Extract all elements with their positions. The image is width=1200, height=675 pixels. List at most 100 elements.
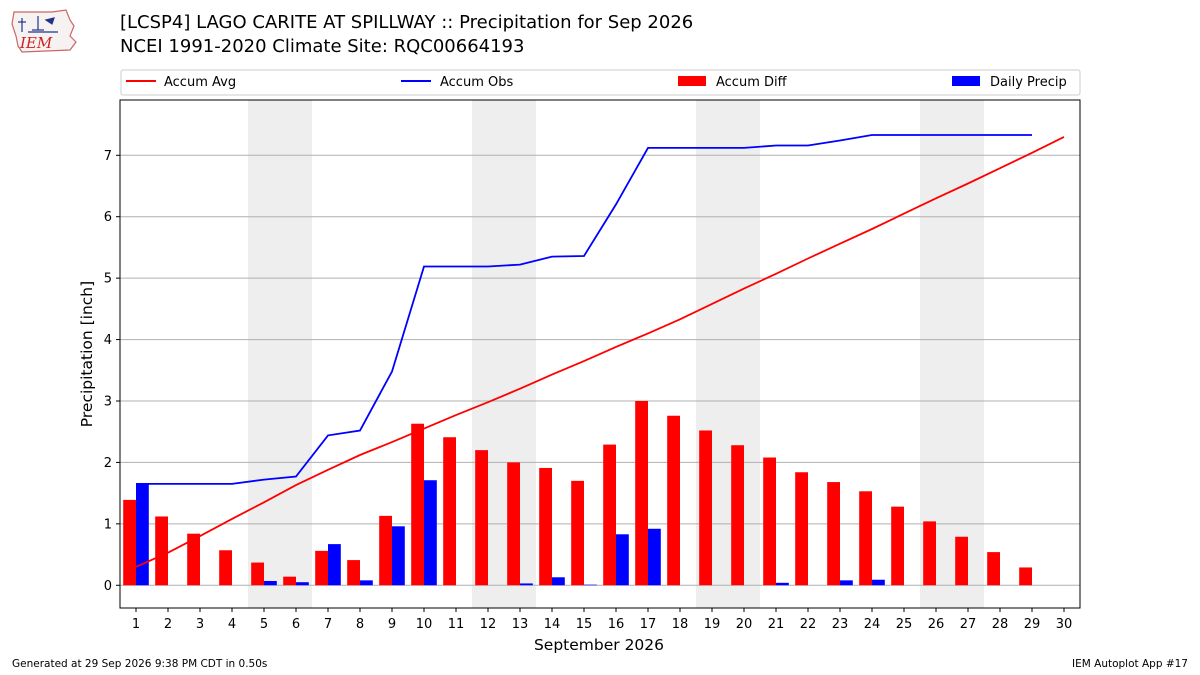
- daily-precip-bar: [584, 584, 597, 586]
- daily-precip-bar: [360, 580, 373, 586]
- accum-diff-bar: [1019, 567, 1032, 586]
- x-tick-label: 4: [228, 617, 236, 632]
- accum-diff-bar: [987, 552, 1000, 586]
- accum-diff-bar: [667, 415, 680, 586]
- y-tick-label: 0: [104, 579, 112, 594]
- x-tick-label: 23: [832, 617, 849, 632]
- accum-diff-bar: [315, 550, 328, 586]
- x-tick-label: 27: [960, 617, 977, 632]
- accum-diff-bar: [411, 423, 424, 586]
- accum-diff-bar: [571, 480, 584, 586]
- x-tick-label: 19: [704, 617, 721, 632]
- x-tick-label: 8: [356, 617, 364, 632]
- x-tick-label: 17: [640, 617, 657, 632]
- accum-diff-bar: [155, 516, 168, 586]
- daily-precip-bar: [264, 580, 277, 586]
- accum-diff-bar: [859, 491, 872, 586]
- accum-diff-bar: [763, 457, 776, 586]
- x-tick-label: 26: [928, 617, 945, 632]
- x-tick-label: 22: [800, 617, 817, 632]
- accum-diff-bar: [475, 450, 488, 586]
- legend-item-accum-obs: Accum Obs: [401, 75, 513, 90]
- daily-precip-bar: [552, 577, 565, 586]
- accum-diff-bar: [123, 499, 136, 586]
- daily-precip-bar: [296, 582, 309, 586]
- weekend-band-27: [952, 100, 984, 608]
- x-tick-label: 28: [992, 617, 1009, 632]
- y-axis-label: Precipitation [inch]: [78, 281, 96, 427]
- x-tick-label: 1: [132, 617, 140, 632]
- accum-diff-bar: [891, 506, 904, 586]
- weekend-shading: [248, 100, 984, 608]
- accum-diff-bar: [219, 550, 232, 586]
- legend-swatch-daily-precip: [952, 76, 980, 86]
- autoplot-app-label: IEM Autoplot App #17: [1072, 658, 1188, 670]
- weekend-band-5: [248, 100, 280, 608]
- bar-series: [123, 400, 1032, 586]
- legend-label-accum-avg: Accum Avg: [164, 75, 236, 90]
- accum-diff-bar: [251, 562, 264, 586]
- x-tick-label: 15: [576, 617, 593, 632]
- daily-precip-bar: [328, 544, 341, 586]
- daily-precip-bar: [616, 534, 629, 586]
- accum-diff-bar: [827, 482, 840, 586]
- legend-item-daily-precip: Daily Precip: [952, 75, 1067, 90]
- accum-avg-line: [135, 136, 1065, 568]
- daily-precip-bar: [840, 580, 853, 586]
- accum-diff-bar: [283, 576, 296, 586]
- accum-diff-bar: [187, 533, 200, 586]
- x-tick-label: 14: [544, 617, 561, 632]
- x-tick-label: 5: [260, 617, 268, 632]
- legend-label-daily-precip: Daily Precip: [990, 75, 1067, 90]
- x-tick-label: 12: [480, 617, 497, 632]
- x-tick-label: 2: [164, 617, 172, 632]
- legend-item-accum-avg: Accum Avg: [126, 75, 236, 90]
- y-tick-label: 3: [104, 394, 112, 409]
- iem-logo: IEM: [8, 6, 80, 58]
- x-tick-label: 9: [388, 617, 396, 632]
- x-axis-label: September 2026: [534, 636, 664, 654]
- y-tick-label: 2: [104, 456, 112, 471]
- daily-precip-bar: [648, 528, 661, 586]
- x-tick-label: 20: [736, 617, 753, 632]
- accum-diff-bar: [635, 400, 648, 586]
- accum-diff-bar: [507, 462, 520, 586]
- daily-precip-bar: [392, 526, 405, 586]
- weekend-band-6: [280, 100, 312, 608]
- generated-timestamp: Generated at 29 Sep 2026 9:38 PM CDT in …: [12, 658, 268, 670]
- line-series: [135, 134, 1065, 568]
- legend-item-accum-diff: Accum Diff: [678, 75, 788, 90]
- daily-precip-bar: [520, 583, 533, 586]
- x-tick-label: 21: [768, 617, 785, 632]
- logo-text: IEM: [19, 34, 53, 52]
- accum-diff-bar: [443, 437, 456, 586]
- legend-swatch-accum-diff: [678, 76, 706, 86]
- y-tick-label: 6: [104, 210, 112, 225]
- x-tick-label: 3: [196, 617, 204, 632]
- accum-diff-bar: [699, 430, 712, 586]
- daily-precip-bar: [424, 480, 437, 586]
- y-gridlines: [120, 154, 1080, 586]
- x-tick-label: 10: [416, 617, 433, 632]
- daily-precip-bar: [136, 483, 149, 586]
- accum-diff-bar: [539, 467, 552, 586]
- y-tick-label: 7: [104, 149, 112, 164]
- x-tick-label: 24: [864, 617, 881, 632]
- legend-box: [120, 69, 1081, 96]
- accum-diff-bar: [603, 444, 616, 586]
- x-tick-label: 30: [1056, 617, 1073, 632]
- accum-diff-bar: [955, 536, 968, 586]
- x-tick-label: 25: [896, 617, 913, 632]
- y-tick-label: 1: [104, 517, 112, 532]
- x-tick-label: 13: [512, 617, 529, 632]
- accum-obs-line: [136, 134, 1032, 485]
- x-tick-label: 18: [672, 617, 689, 632]
- legend-label-accum-obs: Accum Obs: [440, 75, 513, 90]
- accum-diff-bar: [347, 560, 360, 586]
- x-tick-label: 6: [292, 617, 300, 632]
- legend-label-accum-diff: Accum Diff: [716, 75, 788, 90]
- accum-diff-bar: [795, 472, 808, 586]
- plot-frame: [119, 99, 1081, 609]
